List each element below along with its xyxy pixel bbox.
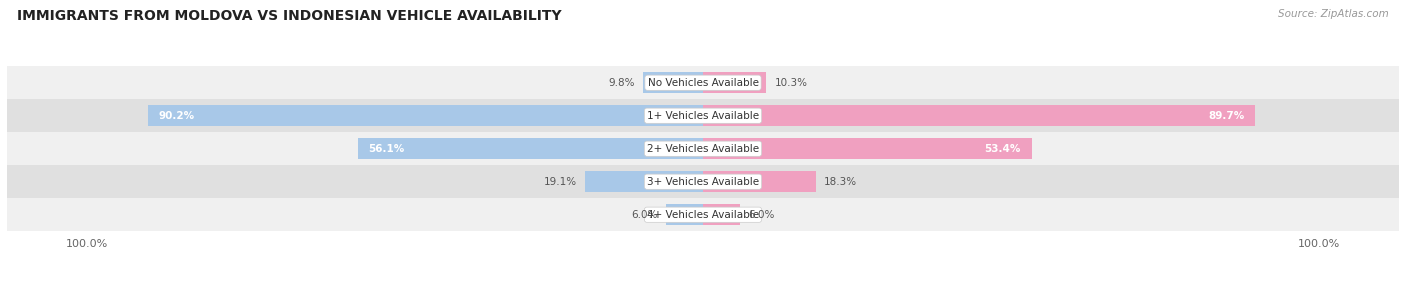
Text: 53.4%: 53.4%: [984, 144, 1021, 154]
Text: 1+ Vehicles Available: 1+ Vehicles Available: [647, 111, 759, 121]
Bar: [7, 66, 1399, 99]
Bar: [357, 138, 703, 159]
Text: IMMIGRANTS FROM MOLDOVA VS INDONESIAN VEHICLE AVAILABILITY: IMMIGRANTS FROM MOLDOVA VS INDONESIAN VE…: [17, 9, 561, 23]
Text: 90.2%: 90.2%: [159, 111, 194, 121]
Bar: [703, 204, 740, 225]
Text: 6.0%: 6.0%: [748, 210, 775, 220]
Text: 19.1%: 19.1%: [544, 177, 578, 187]
Bar: [148, 106, 703, 126]
Bar: [703, 138, 1032, 159]
Text: 9.8%: 9.8%: [609, 78, 634, 88]
Bar: [585, 172, 703, 192]
Text: 2+ Vehicles Available: 2+ Vehicles Available: [647, 144, 759, 154]
Bar: [7, 132, 1399, 165]
Text: 10.3%: 10.3%: [775, 78, 807, 88]
Text: No Vehicles Available: No Vehicles Available: [648, 78, 758, 88]
Text: 6.0%: 6.0%: [631, 210, 658, 220]
Bar: [666, 204, 703, 225]
Bar: [7, 198, 1399, 231]
Bar: [703, 106, 1256, 126]
Bar: [643, 72, 703, 93]
Legend: Immigrants from Moldova, Indonesian: Immigrants from Moldova, Indonesian: [565, 283, 841, 286]
Text: 4+ Vehicles Available: 4+ Vehicles Available: [647, 210, 759, 220]
Bar: [7, 165, 1399, 198]
Text: 3+ Vehicles Available: 3+ Vehicles Available: [647, 177, 759, 187]
Bar: [703, 72, 766, 93]
Text: 18.3%: 18.3%: [824, 177, 856, 187]
Text: 89.7%: 89.7%: [1208, 111, 1244, 121]
Text: Source: ZipAtlas.com: Source: ZipAtlas.com: [1278, 9, 1389, 19]
Bar: [703, 172, 815, 192]
Bar: [7, 99, 1399, 132]
Text: 56.1%: 56.1%: [368, 144, 405, 154]
